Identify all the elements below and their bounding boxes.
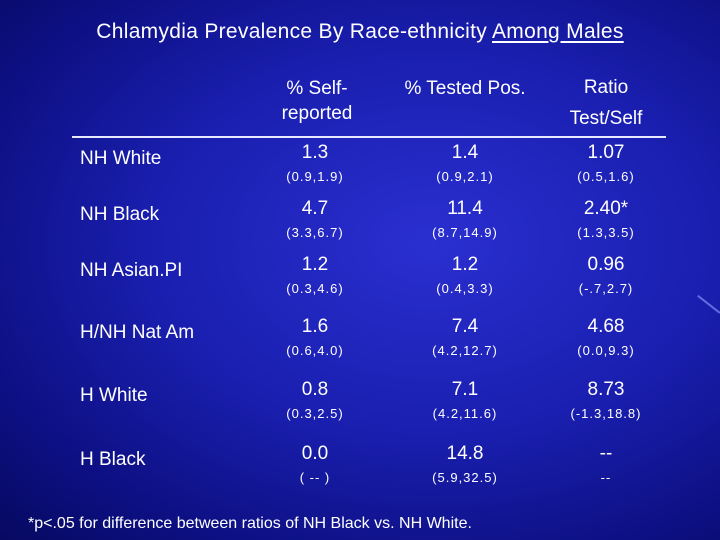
- ci-self-reported: (3.3,6.7): [286, 225, 344, 240]
- value-tested-pos: 7.4: [451, 316, 479, 337]
- ci-self-reported: (0.3,4.6): [286, 281, 344, 296]
- ci-tested-pos: (4.2,12.7): [432, 343, 498, 358]
- value-self-reported: 1.3: [301, 142, 329, 163]
- value-ratio: 2.40*: [583, 198, 629, 219]
- ci-tested-pos: (0.4,3.3): [436, 281, 494, 296]
- value-tested-pos: 1.4: [451, 142, 479, 163]
- ci-tested-pos: (5.9,32.5): [432, 470, 498, 485]
- ci-self-reported: (0.9,1.9): [286, 169, 344, 184]
- row-label: NH White: [80, 148, 162, 169]
- value-tested-pos: 11.4: [447, 198, 483, 219]
- ci-tested-pos: (4.2,11.6): [432, 406, 498, 421]
- value-self-reported: 1.6: [301, 316, 329, 337]
- title-underlined: Among Males: [492, 20, 624, 43]
- value-tested-pos: 14.8: [446, 443, 484, 464]
- value-tested-pos: 7.1: [451, 379, 479, 400]
- row-label: NH Asian.PI: [80, 260, 183, 281]
- ci-self-reported: ( -- ): [299, 470, 331, 485]
- row-label: H/NH Nat Am: [80, 322, 195, 343]
- value-ratio: 1.07: [587, 142, 625, 163]
- column-header-self-reported: % Self- reported: [281, 78, 353, 124]
- ci-ratio: (-.7,2.7): [578, 281, 634, 296]
- value-self-reported: 0.8: [301, 379, 329, 400]
- row-label: NH Black: [80, 204, 160, 225]
- value-ratio: --: [599, 443, 613, 464]
- value-ratio: 0.96: [587, 254, 625, 275]
- value-tested-pos: 1.2: [451, 254, 479, 275]
- value-self-reported: 1.2: [301, 254, 329, 275]
- header-divider: [72, 136, 666, 138]
- ci-ratio: (0.0,9.3): [577, 343, 635, 358]
- value-self-reported: 0.0: [301, 443, 329, 464]
- ci-self-reported: (0.6,4.0): [286, 343, 344, 358]
- ci-ratio: --: [600, 470, 612, 485]
- value-ratio: 8.73: [587, 379, 625, 400]
- footnote: *p<.05 for difference between ratios of …: [28, 515, 472, 532]
- column-header-tested-pos: % Tested Pos.: [404, 78, 526, 99]
- ci-ratio: (0.5,1.6): [577, 169, 635, 184]
- value-self-reported: 4.7: [301, 198, 329, 219]
- slide-title: Chlamydia Prevalence By Race-ethnicity A…: [0, 20, 720, 44]
- value-ratio: 4.68: [587, 316, 625, 337]
- column-header-ratio: Ratio Test/Self: [569, 77, 643, 129]
- title-prefix: Chlamydia Prevalence By Race-ethnicity: [96, 20, 492, 43]
- row-label: H White: [80, 385, 148, 406]
- row-label: H Black: [80, 449, 146, 470]
- ci-ratio: (-1.3,18.8): [570, 406, 642, 421]
- ci-tested-pos: (8.7,14.9): [432, 225, 498, 240]
- decorative-line: [697, 294, 720, 314]
- ci-self-reported: (0.3,2.5): [286, 406, 344, 421]
- ci-ratio: (1.3,3.5): [577, 225, 635, 240]
- ci-tested-pos: (0.9,2.1): [436, 169, 494, 184]
